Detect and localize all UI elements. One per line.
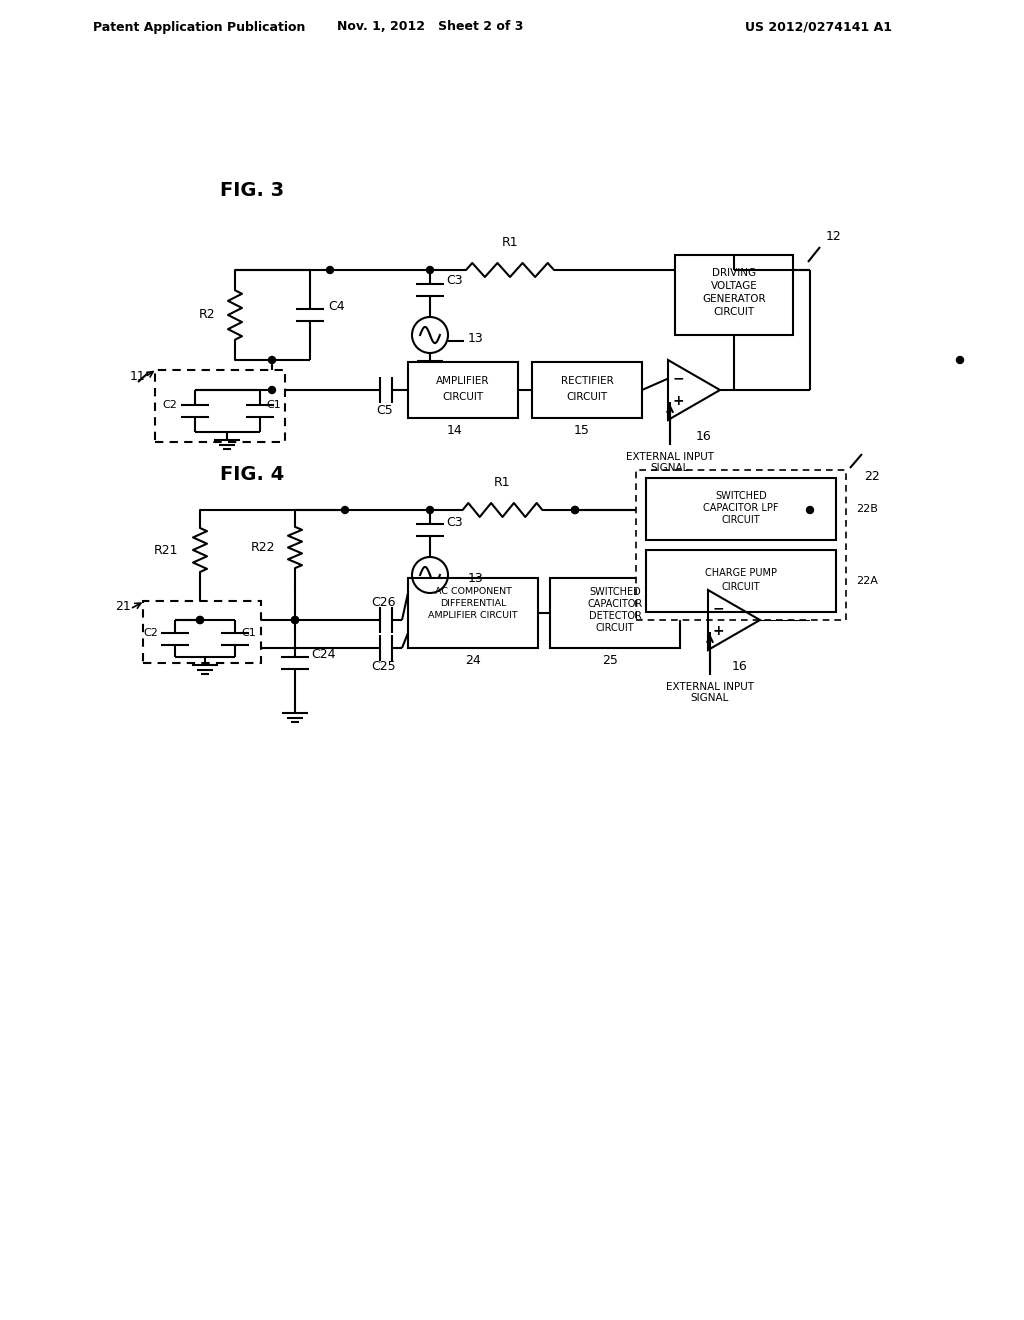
Text: C5: C5 <box>377 404 393 417</box>
Text: 25: 25 <box>602 653 617 667</box>
Bar <box>636 470 846 620</box>
Text: 22B: 22B <box>856 504 878 513</box>
Bar <box>646 478 836 540</box>
Text: EXTERNAL INPUT: EXTERNAL INPUT <box>626 451 714 462</box>
Text: C2: C2 <box>143 627 158 638</box>
Circle shape <box>268 387 275 393</box>
Text: US 2012/0274141 A1: US 2012/0274141 A1 <box>745 21 892 33</box>
Text: 24: 24 <box>465 653 481 667</box>
Text: DIFFERENTIAL: DIFFERENTIAL <box>440 599 506 609</box>
Bar <box>408 362 518 418</box>
Circle shape <box>292 616 299 623</box>
Bar <box>143 601 261 663</box>
Circle shape <box>327 267 334 273</box>
Circle shape <box>268 356 275 363</box>
Text: −: − <box>672 372 684 385</box>
Text: 11: 11 <box>130 371 145 384</box>
Text: SIGNAL: SIGNAL <box>691 693 729 704</box>
Text: SWITCHED: SWITCHED <box>589 587 641 597</box>
Text: RECTIFIER: RECTIFIER <box>560 376 613 385</box>
Text: EXTERNAL INPUT: EXTERNAL INPUT <box>666 682 754 692</box>
Circle shape <box>571 507 579 513</box>
Text: 22A: 22A <box>856 576 878 586</box>
Text: FIG. 3: FIG. 3 <box>220 181 284 199</box>
Bar <box>550 578 680 648</box>
Text: CIRCUIT: CIRCUIT <box>442 392 483 403</box>
Bar <box>675 255 793 335</box>
Text: DETECTOR: DETECTOR <box>589 611 641 620</box>
Circle shape <box>427 507 433 513</box>
Text: 21: 21 <box>115 601 131 614</box>
Text: +: + <box>672 395 684 408</box>
Circle shape <box>571 507 579 513</box>
Text: 13: 13 <box>468 573 483 586</box>
Text: CHARGE PUMP: CHARGE PUMP <box>705 568 777 578</box>
Circle shape <box>341 507 348 513</box>
Text: +: + <box>712 624 724 639</box>
Text: CIRCUIT: CIRCUIT <box>722 515 760 525</box>
Text: −: − <box>712 602 724 615</box>
Text: R22: R22 <box>251 541 275 554</box>
Text: Patent Application Publication: Patent Application Publication <box>93 21 305 33</box>
Text: C25: C25 <box>372 660 396 672</box>
Text: R1: R1 <box>494 475 510 488</box>
Text: CAPACITOR LPF: CAPACITOR LPF <box>703 503 778 513</box>
Text: CIRCUIT: CIRCUIT <box>722 582 760 591</box>
Text: 14: 14 <box>447 424 463 437</box>
Text: FIG. 4: FIG. 4 <box>220 466 285 484</box>
Bar <box>155 370 285 442</box>
Circle shape <box>292 616 299 623</box>
Text: R2: R2 <box>199 309 215 322</box>
Bar <box>646 550 836 612</box>
Text: 13: 13 <box>468 333 483 346</box>
Text: 22: 22 <box>864 470 880 483</box>
Text: AC COMPONENT: AC COMPONENT <box>434 587 511 597</box>
Text: 15: 15 <box>574 424 590 437</box>
Text: C4: C4 <box>328 301 345 314</box>
Text: AMPLIFIER: AMPLIFIER <box>436 376 489 385</box>
Text: CIRCUIT: CIRCUIT <box>566 392 607 403</box>
Circle shape <box>197 616 204 623</box>
Circle shape <box>197 616 204 623</box>
Circle shape <box>956 356 964 363</box>
Text: Nov. 1, 2012   Sheet 2 of 3: Nov. 1, 2012 Sheet 2 of 3 <box>337 21 523 33</box>
Text: R1: R1 <box>502 235 518 248</box>
Text: C3: C3 <box>446 273 463 286</box>
Text: C2: C2 <box>162 400 177 411</box>
Text: 12: 12 <box>826 231 842 243</box>
Text: AMPLIFIER CIRCUIT: AMPLIFIER CIRCUIT <box>428 611 518 620</box>
Text: CIRCUIT: CIRCUIT <box>714 308 755 317</box>
Circle shape <box>807 507 813 513</box>
Text: C1: C1 <box>241 627 256 638</box>
Bar <box>408 578 538 648</box>
Text: SWITCHED: SWITCHED <box>715 491 767 502</box>
Text: C26: C26 <box>372 595 396 609</box>
Text: CAPACITOR: CAPACITOR <box>588 599 643 609</box>
Text: SIGNAL: SIGNAL <box>651 463 689 473</box>
Circle shape <box>427 267 433 273</box>
Text: DRIVING: DRIVING <box>712 268 756 279</box>
Text: C3: C3 <box>446 516 463 528</box>
Text: 16: 16 <box>732 660 748 672</box>
Text: GENERATOR: GENERATOR <box>702 294 766 304</box>
Text: VOLTAGE: VOLTAGE <box>711 281 758 290</box>
Text: C24: C24 <box>311 648 336 661</box>
Text: 16: 16 <box>696 429 712 442</box>
Text: CIRCUIT: CIRCUIT <box>596 623 634 634</box>
Text: R21: R21 <box>154 544 178 557</box>
Text: C1: C1 <box>266 400 281 411</box>
Bar <box>532 362 642 418</box>
